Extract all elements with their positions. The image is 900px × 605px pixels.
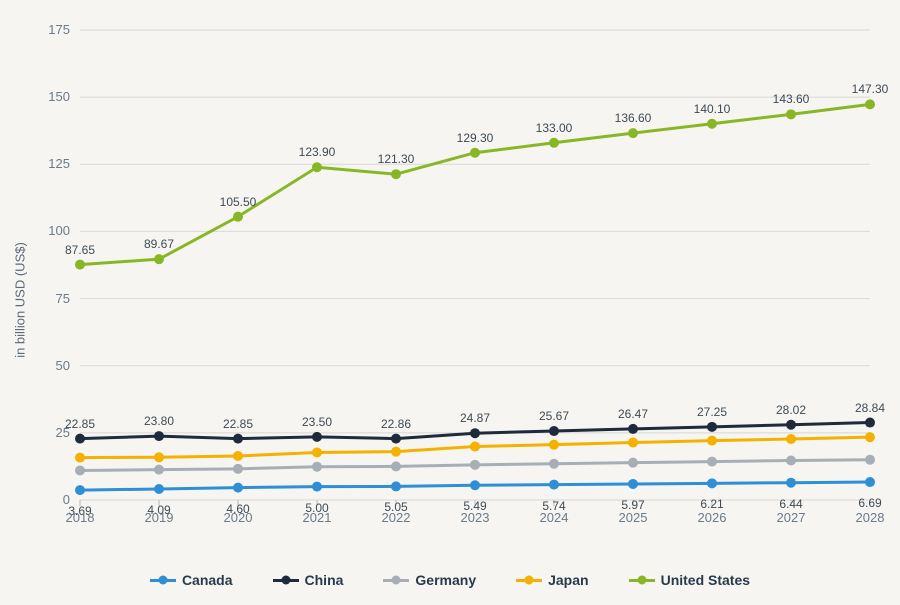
x-tick: 2023 bbox=[461, 510, 490, 525]
y-tick: 150 bbox=[48, 89, 70, 104]
x-tick: 2025 bbox=[619, 510, 648, 525]
legend-item: Germany bbox=[383, 572, 476, 588]
legend-label: Germany bbox=[415, 572, 476, 588]
x-tick: 2026 bbox=[698, 510, 727, 525]
chart-svg bbox=[0, 0, 900, 600]
legend-swatch bbox=[383, 579, 409, 582]
line-chart: in billion USD (US$) 87.65 89.67 105.50 123… bbox=[0, 0, 900, 600]
value-label: 136.60 bbox=[615, 111, 652, 125]
value-label: 22.85 bbox=[223, 417, 253, 431]
x-tick: 2019 bbox=[145, 510, 174, 525]
legend-item: Canada bbox=[150, 572, 233, 588]
value-label: 28.02 bbox=[776, 403, 806, 417]
x-tick: 2020 bbox=[224, 510, 253, 525]
value-label: 129.30 bbox=[457, 131, 494, 145]
value-label: 143.60 bbox=[773, 92, 810, 106]
value-label: 27.25 bbox=[697, 405, 727, 419]
value-label: 28.84 bbox=[855, 401, 885, 415]
legend-item: Japan bbox=[516, 572, 588, 588]
value-label: 25.67 bbox=[539, 409, 569, 423]
y-tick: 100 bbox=[48, 223, 70, 238]
legend-label: Japan bbox=[548, 572, 588, 588]
x-tick: 2018 bbox=[66, 510, 95, 525]
legend-item: United States bbox=[629, 572, 750, 588]
legend-swatch bbox=[150, 579, 176, 582]
x-tick: 2027 bbox=[777, 510, 806, 525]
y-tick: 75 bbox=[56, 291, 70, 306]
value-label: 26.47 bbox=[618, 407, 648, 421]
value-label: 140.10 bbox=[694, 102, 731, 116]
value-label: 6.44 bbox=[779, 497, 802, 511]
y-tick: 25 bbox=[56, 425, 70, 440]
value-label: 22.86 bbox=[381, 417, 411, 431]
value-label: 24.87 bbox=[460, 411, 490, 425]
legend-label: Canada bbox=[182, 572, 233, 588]
legend-label: United States bbox=[661, 572, 750, 588]
y-tick: 175 bbox=[48, 22, 70, 37]
legend: Canada China Germany Japan United States bbox=[0, 572, 900, 588]
y-tick: 0 bbox=[63, 492, 70, 507]
legend-item: China bbox=[273, 572, 344, 588]
x-tick: 2028 bbox=[856, 510, 885, 525]
value-label: 147.30 bbox=[852, 82, 889, 96]
x-tick: 2021 bbox=[303, 510, 332, 525]
value-label: 89.67 bbox=[144, 237, 174, 251]
legend-label: China bbox=[305, 572, 344, 588]
value-label: 133.00 bbox=[536, 121, 573, 135]
legend-swatch bbox=[629, 579, 655, 582]
value-label: 23.50 bbox=[302, 415, 332, 429]
x-tick: 2024 bbox=[540, 510, 569, 525]
y-axis-label: in billion USD (US$) bbox=[13, 242, 28, 358]
legend-swatch bbox=[516, 579, 542, 582]
value-label: 6.69 bbox=[858, 496, 881, 510]
x-tick: 2022 bbox=[382, 510, 411, 525]
y-tick: 125 bbox=[48, 156, 70, 171]
legend-swatch bbox=[273, 579, 299, 582]
value-label: 105.50 bbox=[220, 195, 257, 209]
value-label: 121.30 bbox=[378, 152, 415, 166]
y-tick: 50 bbox=[56, 358, 70, 373]
value-label: 123.90 bbox=[299, 145, 336, 159]
value-label: 87.65 bbox=[65, 243, 95, 257]
value-label: 23.80 bbox=[144, 414, 174, 428]
